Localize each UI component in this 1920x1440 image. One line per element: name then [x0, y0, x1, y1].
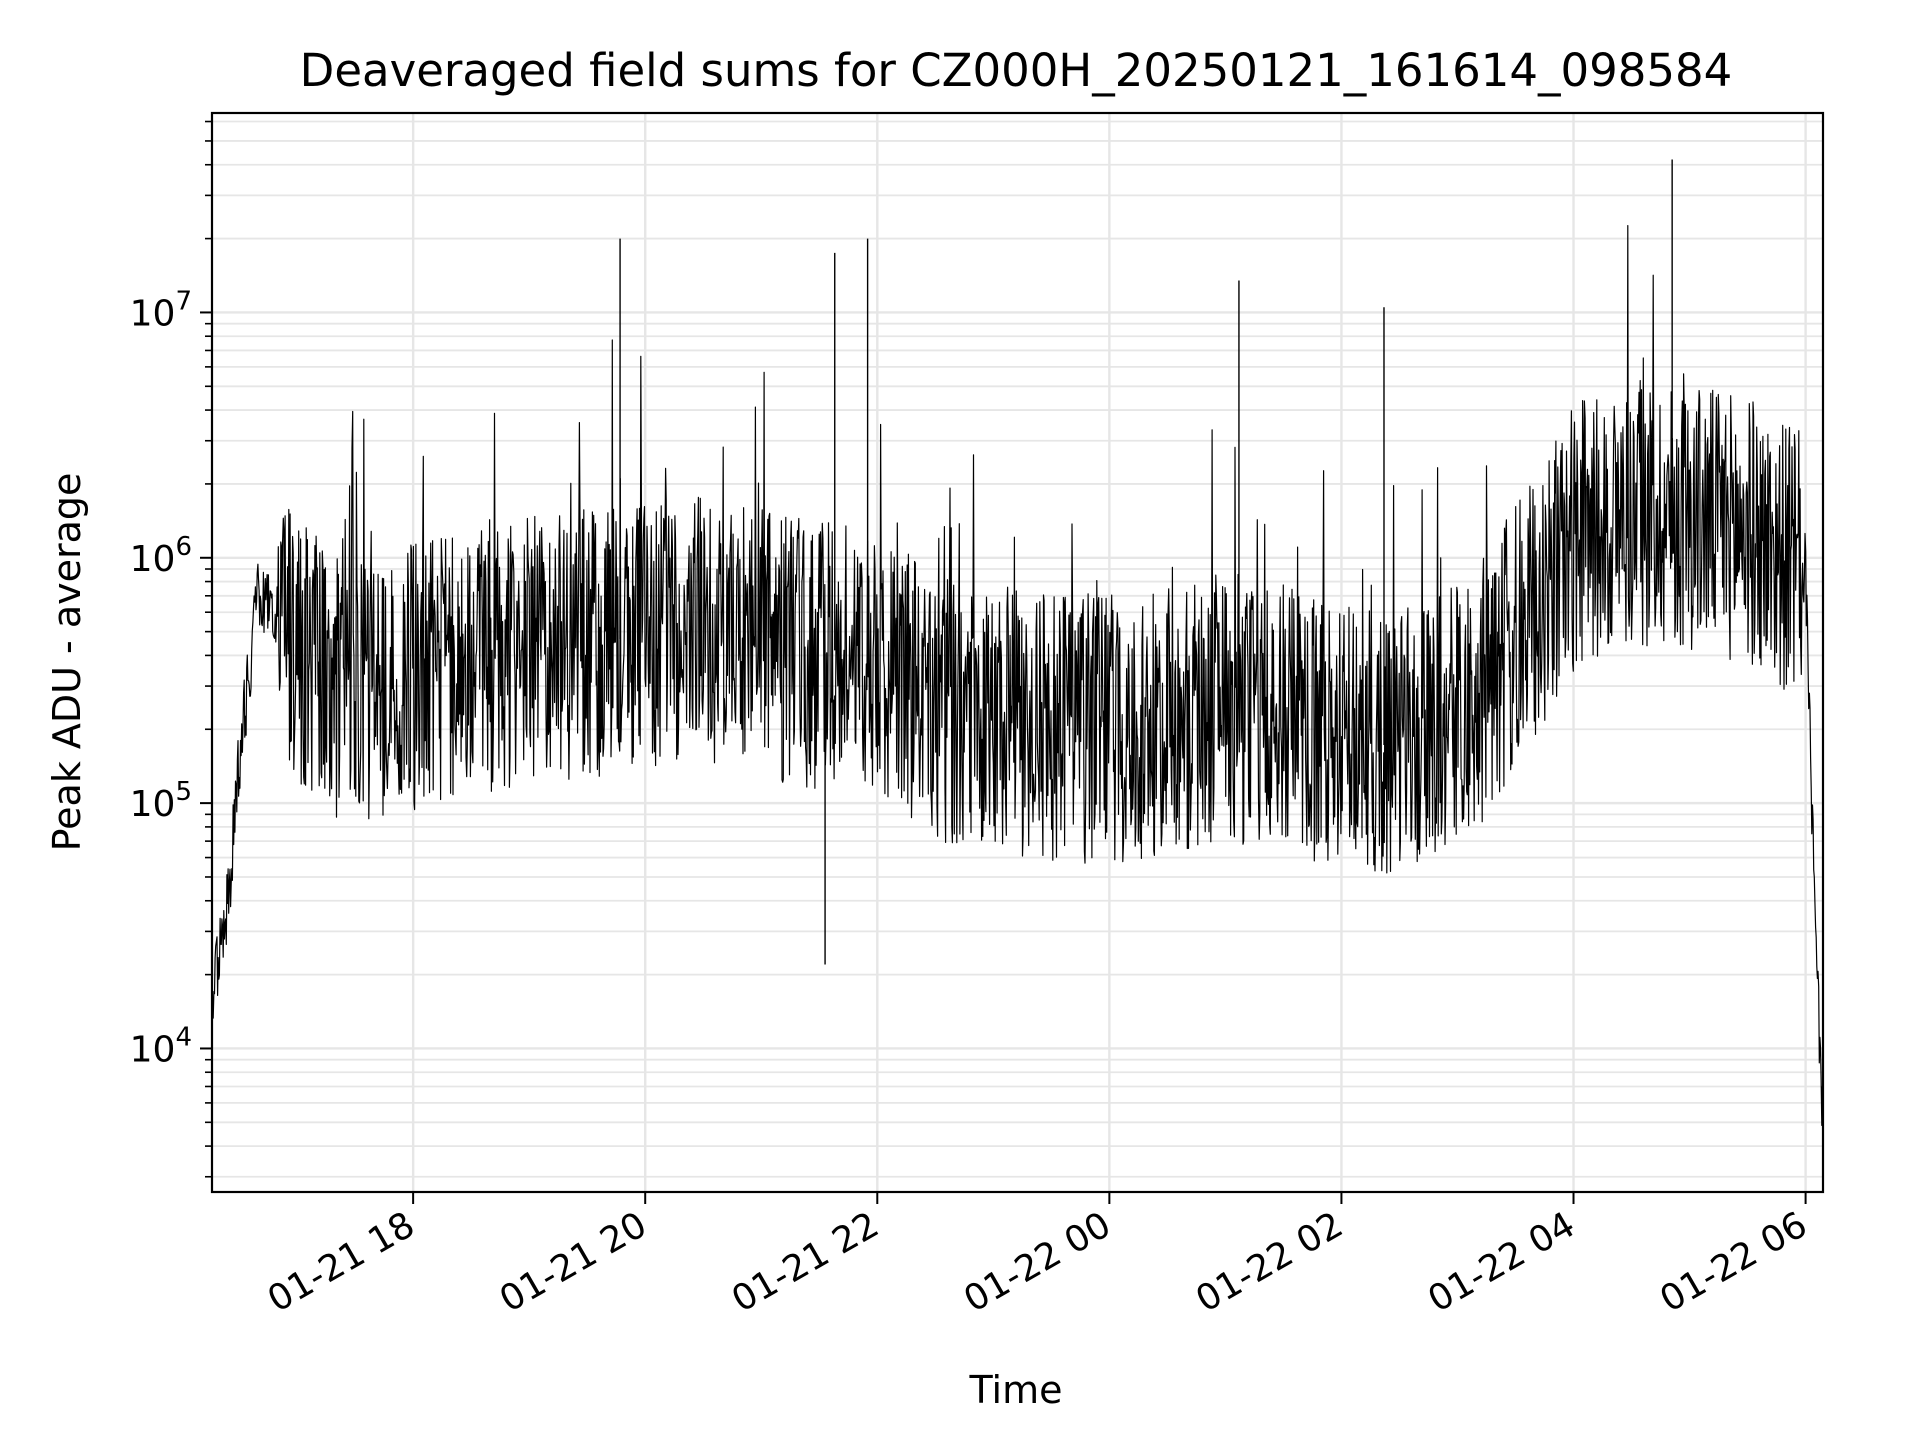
y-tick-label: 107 — [130, 286, 192, 334]
series-line — [211, 225, 1824, 1127]
y-tick-label: 105 — [130, 777, 192, 825]
y-tick-label: 104 — [130, 1022, 192, 1070]
y-axis: 104 105 106 107 — [130, 120, 212, 1178]
plot-area — [210, 111, 1825, 1194]
chart-title: Deaveraged field sums for CZ000H_2025012… — [300, 44, 1733, 97]
y-axis-label: Peak ADU - average — [45, 473, 89, 852]
x-axis-label: Time — [969, 1368, 1063, 1412]
y-tick-label: 106 — [130, 532, 192, 580]
series-layer — [211, 159, 1824, 1127]
